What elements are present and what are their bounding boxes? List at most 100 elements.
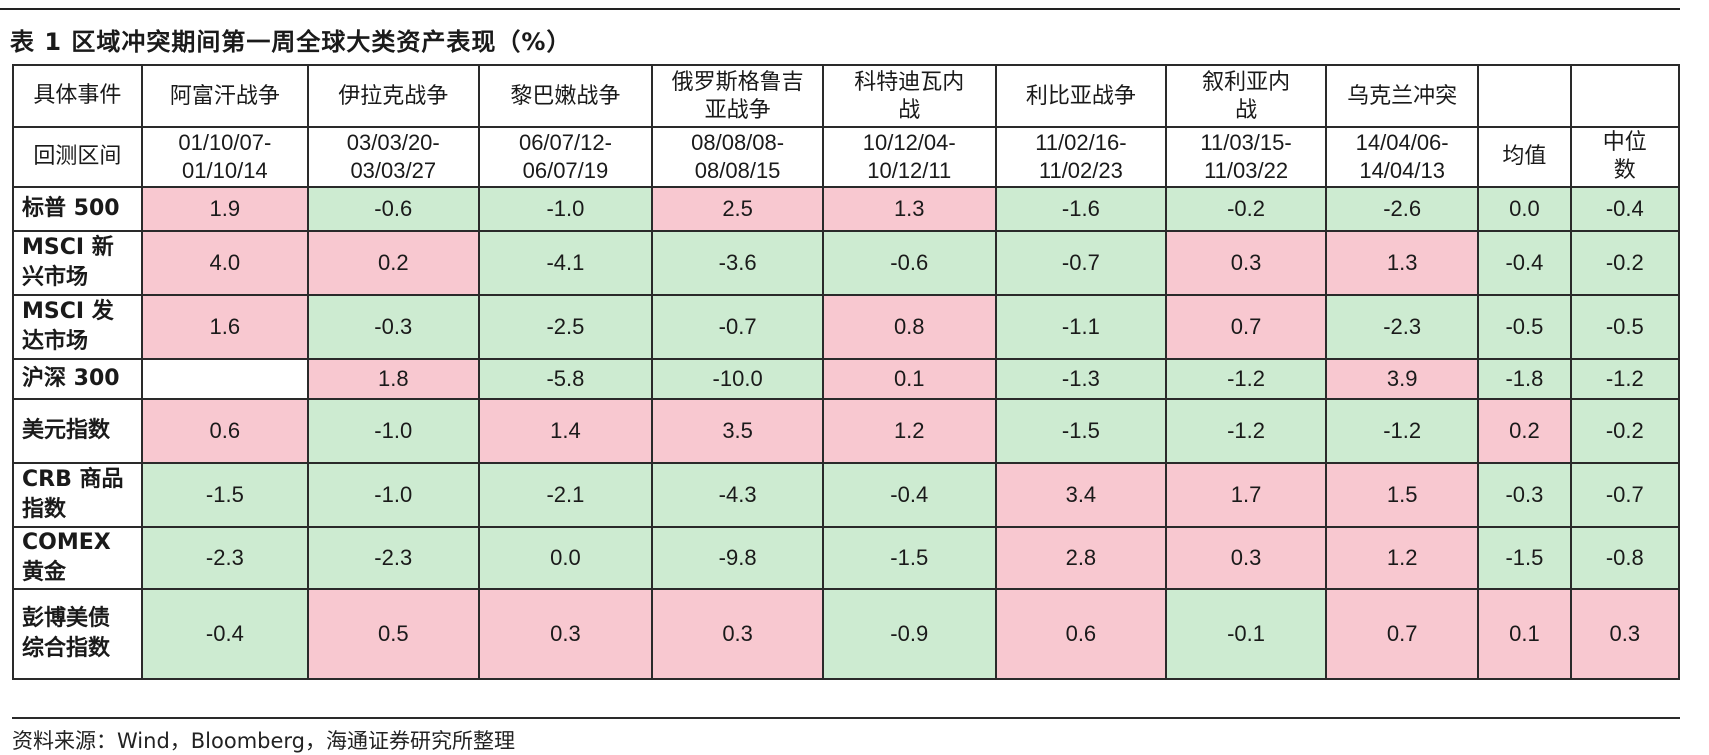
value-cell: 0.3 [477,588,654,680]
value-cell: 3.9 [1324,358,1480,400]
value-cell: 4.0 [140,230,309,296]
table-title: 表 1 区域冲突期间第一周全球大类资产表现（%） [10,28,572,56]
value-cell: -0.9 [821,588,997,680]
value-cell: 0.5 [306,588,480,680]
value-cell: 0.3 [1165,526,1327,590]
value-cell: -1.2 [1324,398,1480,464]
value-cell: -2.5 [477,294,654,360]
value-cell: 2.5 [651,186,824,232]
table-row: MSCI 新兴市场 4.0 0.2 -4.1 -3.6 -0.6 -0.7 0.3 1.3 -0.… [12,230,1681,296]
table-container: 具体事件 阿富汗战争 伊拉克战争 黎巴嫩战争 俄罗斯格鲁吉亚战争 科特迪瓦内战 … [12,64,1681,680]
value-cell: -1.2 [1165,358,1327,400]
value-cell: -1.0 [306,462,480,528]
mean-cell: 0.1 [1477,588,1572,680]
asset-name: COMEX 黄金 [12,526,143,590]
value-cell [140,358,309,400]
period-range: 10/12/04-10/12/11 [821,126,997,188]
event-name: 俄罗斯格鲁吉亚战争 [651,64,824,128]
value-cell: 0.6 [994,588,1168,680]
value-cell: -0.2 [1165,186,1327,232]
period-range: 11/02/16-11/02/23 [994,126,1168,188]
value-cell: -1.3 [994,358,1168,400]
period-header-row: 回测区间 01/10/07-01/10/14 03/03/20-03/03/27… [12,126,1681,188]
value-cell: -1.0 [306,398,480,464]
median-cell: -0.8 [1569,526,1681,590]
event-header-row: 具体事件 阿富汗战争 伊拉克战争 黎巴嫩战争 俄罗斯格鲁吉亚战争 科特迪瓦内战 … [12,64,1681,128]
value-cell: -1.2 [1165,398,1327,464]
event-name: 黎巴嫩战争 [477,64,654,128]
value-cell: 1.3 [1324,230,1480,296]
event-name: 伊拉克战争 [306,64,480,128]
mean-cell: -0.4 [1477,230,1572,296]
value-cell: 0.8 [821,294,997,360]
median-cell: -0.7 [1569,462,1681,528]
median-cell: -0.4 [1569,186,1681,232]
value-cell: 1.7 [1165,462,1327,528]
asset-name: 沪深 300 [12,358,143,400]
event-label: 具体事件 [12,64,143,128]
value-cell: 0.1 [821,358,997,400]
value-cell: 3.4 [994,462,1168,528]
period-range: 03/03/20-03/03/27 [306,126,480,188]
value-cell: 1.2 [821,398,997,464]
value-cell: 1.8 [306,358,480,400]
value-cell: 1.2 [1324,526,1480,590]
median-cell: -0.2 [1569,398,1681,464]
value-cell: -1.5 [994,398,1168,464]
value-cell: -0.6 [306,186,480,232]
median-cell: 0.3 [1569,588,1681,680]
table-row: COMEX 黄金 -2.3 -2.3 0.0 -9.8 -1.5 2.8 0.3 1.2 -1.5… [12,526,1681,590]
table-row: 彭博美债综合指数 -0.4 0.5 0.3 0.3 -0.9 0.6 -0.1 0.7 0.1 0.… [12,588,1681,680]
mean-cell: 0.2 [1477,398,1572,464]
median-cell: -1.2 [1569,358,1681,400]
value-cell: -4.3 [651,462,824,528]
table-row: MSCI 发达市场 1.6 -0.3 -2.5 -0.7 0.8 -1.1 0.7 -2.3 -0… [12,294,1681,360]
value-cell: 0.6 [140,398,309,464]
value-cell: -0.6 [821,230,997,296]
value-cell: 0.7 [1165,294,1327,360]
value-cell: -4.1 [477,230,654,296]
value-cell: -1.5 [140,462,309,528]
event-name: 利比亚战争 [994,64,1168,128]
table-row: 标普 500 1.9 -0.6 -1.0 2.5 1.3 -1.6 -0.2 -2.6 0.0 -0… [12,186,1681,232]
value-cell: -1.1 [994,294,1168,360]
event-name: 叙利亚内战 [1165,64,1327,128]
event-name: 阿富汗战争 [140,64,309,128]
period-range: 08/08/08-08/08/15 [651,126,824,188]
mean-header: 均值 [1477,126,1572,188]
value-cell: -2.6 [1324,186,1480,232]
median-cell: -0.5 [1569,294,1681,360]
period-range: 11/03/15-11/03/22 [1165,126,1327,188]
value-cell: -2.3 [140,526,309,590]
data-rows: 标普 500 1.9 -0.6 -1.0 2.5 1.3 -1.6 -0.2 -2.6 0.0 -0… [12,186,1681,680]
value-cell: -2.3 [306,526,480,590]
value-cell: 1.5 [1324,462,1480,528]
value-cell: -0.7 [994,230,1168,296]
value-cell: -0.3 [306,294,480,360]
value-cell: 1.6 [140,294,309,360]
event-name: 科特迪瓦内战 [821,64,997,128]
value-cell: 0.7 [1324,588,1480,680]
value-cell: -5.8 [477,358,654,400]
value-cell: -3.6 [651,230,824,296]
value-cell: 0.3 [651,588,824,680]
value-cell: -9.8 [651,526,824,590]
value-cell: 2.8 [994,526,1168,590]
value-cell: 1.4 [477,398,654,464]
value-cell: -0.4 [140,588,309,680]
period-range: 01/10/07-01/10/14 [140,126,309,188]
period-label: 回测区间 [12,126,143,188]
value-cell: -0.4 [821,462,997,528]
source-note: 资料来源：Wind，Bloomberg，海通证券研究所整理 [12,729,516,753]
period-range: 06/07/12-06/07/19 [477,126,654,188]
value-cell: -10.0 [651,358,824,400]
mean-cell: -1.8 [1477,358,1572,400]
asset-name: 美元指数 [12,398,143,464]
value-cell: -0.7 [651,294,824,360]
asset-name: MSCI 新兴市场 [12,230,143,296]
value-cell: 3.5 [651,398,824,464]
value-cell: -2.3 [1324,294,1480,360]
blank-header-cell [1477,64,1572,128]
value-cell: -1.5 [821,526,997,590]
value-cell: -1.6 [994,186,1168,232]
